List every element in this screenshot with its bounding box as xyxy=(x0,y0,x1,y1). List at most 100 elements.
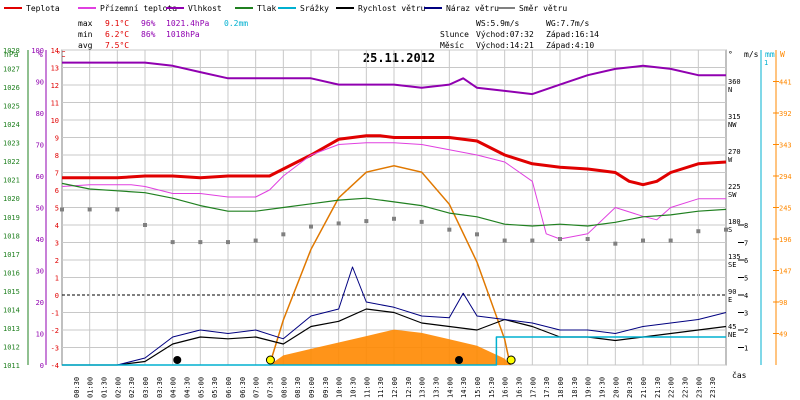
pct-tick-label: 30 xyxy=(36,268,44,276)
moon-rise: Východ:14:21 xyxy=(476,41,534,50)
x-tick-label: 21:00 xyxy=(640,377,648,398)
stat-max-label: max xyxy=(78,19,93,28)
grid xyxy=(62,49,726,366)
stat-max-rain: 0.2mm xyxy=(224,19,248,28)
pct-tick-label: 0 xyxy=(40,362,44,370)
wind-direction-point xyxy=(419,219,424,224)
dir-tick-value: 360 xyxy=(728,78,741,86)
pct-tick-label: 80 xyxy=(36,110,44,118)
series-line-hum xyxy=(62,61,726,96)
x-tick-label: 12:00 xyxy=(391,377,399,398)
hpa-tick-label: 1026 xyxy=(3,84,20,92)
hpa-tick-label: 1014 xyxy=(3,306,20,314)
sunset-marker xyxy=(506,355,516,365)
x-tick-label: 06:00 xyxy=(225,377,233,398)
wind-direction-point xyxy=(198,240,203,245)
hpa-tick-label: 1013 xyxy=(3,325,20,333)
wind-wg: WG:7.7m/s xyxy=(546,19,590,28)
x-tick-label: 10:30 xyxy=(350,377,358,398)
pct-tick-label: 10 xyxy=(36,331,44,339)
pct-tick-label: 100 xyxy=(31,47,44,55)
stat-min-temp: 6.2°C xyxy=(105,30,129,39)
series-line-temp xyxy=(62,134,727,187)
wind-direction-point xyxy=(475,232,479,237)
legend-label-press: Tlak xyxy=(257,4,276,13)
x-tick-label: 04:00 xyxy=(170,377,178,398)
x-tick-label: 06:30 xyxy=(239,377,247,398)
ms-tick-label: 1 xyxy=(744,345,748,353)
pct-tick-label: 90 xyxy=(36,79,44,87)
pct-tick-label: 40 xyxy=(36,236,44,244)
hpa-tick-label: 1024 xyxy=(3,121,20,129)
x-tick-label: 08:00 xyxy=(280,377,288,398)
w-tick-label: 343 xyxy=(779,142,792,150)
x-tick-label: 01:30 xyxy=(101,377,109,398)
unit-labels: hPa % °C ° m/s mm W xyxy=(4,50,785,59)
wind-direction-point xyxy=(696,229,701,234)
x-tick-label: 17:30 xyxy=(543,377,551,398)
w-tick-label: 98 xyxy=(779,299,787,307)
series xyxy=(60,61,728,366)
x-tick-label: 15:30 xyxy=(488,377,496,398)
x-tick-label: 23:30 xyxy=(709,377,717,398)
w-tick-label: 294 xyxy=(779,173,792,181)
x-tick-label: 18:30 xyxy=(571,377,579,398)
x-tick-label: 23:00 xyxy=(695,377,703,398)
w-tick-label: 245 xyxy=(779,205,792,213)
ms-tick-label: 4 xyxy=(744,292,748,300)
legend-label-speed: Rychlost větru xyxy=(358,4,426,13)
legend-label-hum: Vlhkost xyxy=(188,4,222,13)
legend-label-ground: Přízemní teplota xyxy=(100,4,177,13)
dir-tick-value: 315 xyxy=(728,113,741,121)
x-tick-label: 17:00 xyxy=(529,377,537,398)
wind-direction-point xyxy=(143,223,147,227)
wind-direction-point xyxy=(281,232,286,237)
stat-max-temp: 9.1°C xyxy=(105,19,129,28)
degc-tick-label: 8 xyxy=(55,152,59,160)
wind-direction-point xyxy=(613,241,618,246)
sun-set: Západ:16:14 xyxy=(546,30,599,39)
hpa-tick-label: 1015 xyxy=(3,288,20,296)
x-tick-label: 01:00 xyxy=(87,377,95,398)
degc-tick-label: 4 xyxy=(55,222,59,230)
x-tick-label: 02:30 xyxy=(128,377,136,398)
x-tick-label: 00:30 xyxy=(73,377,81,398)
x-tick-label: 20:30 xyxy=(626,377,634,398)
x-tick-label: 21:30 xyxy=(654,377,662,398)
pct-tick-label: 70 xyxy=(36,142,44,150)
hpa-tick-label: 1028 xyxy=(3,47,20,55)
degc-tick-label: 3 xyxy=(55,240,59,248)
dir-tick-value: 45 xyxy=(728,323,736,331)
degc-tick-label: 6 xyxy=(55,187,59,195)
stats-block: max 9.1°C 96% 1021.4hPa 0.2mm min 6.2°C … xyxy=(78,19,599,50)
legend-label-gust: Náraz větru xyxy=(446,4,499,13)
pct-tick-label: 50 xyxy=(36,205,44,213)
solar-theoretical-curve xyxy=(268,164,511,366)
degc-tick-label: 0 xyxy=(55,292,59,300)
hpa-tick-label: 1027 xyxy=(3,66,20,74)
moonrise-marker xyxy=(455,356,464,364)
dir-tick-letter: N xyxy=(728,86,732,94)
stat-min-press: 1018hPa xyxy=(166,30,200,39)
hpa-tick-label: 1021 xyxy=(3,177,20,185)
axes: 1011101210131014101510161017101810191020… xyxy=(3,47,792,370)
x-tick-label: 05:00 xyxy=(197,377,205,398)
wind-direction-point xyxy=(309,224,313,229)
rain-tick-label: 1 xyxy=(764,59,768,67)
sun-rise: Východ:07:32 xyxy=(476,30,534,39)
stat-min-label: min xyxy=(78,30,93,39)
x-tick-label: 14:00 xyxy=(446,377,454,398)
wind-direction-point xyxy=(724,227,728,232)
wind-direction-point xyxy=(668,238,673,243)
wind-direction-point xyxy=(336,221,341,226)
degc-tick-label: 12 xyxy=(51,82,59,90)
degc-tick-label: 5 xyxy=(55,205,59,213)
degc-tick-label: -3 xyxy=(51,345,59,353)
wind-ws: WS:5.9m/s xyxy=(476,19,520,28)
hpa-tick-label: 1018 xyxy=(3,232,20,240)
dir-tick-value: 90 xyxy=(728,288,736,296)
sunrise-marker xyxy=(265,355,275,365)
x-tick-label: 15:00 xyxy=(474,377,482,398)
series-line-gust xyxy=(62,266,727,366)
pct-tick-label: 60 xyxy=(36,173,44,181)
